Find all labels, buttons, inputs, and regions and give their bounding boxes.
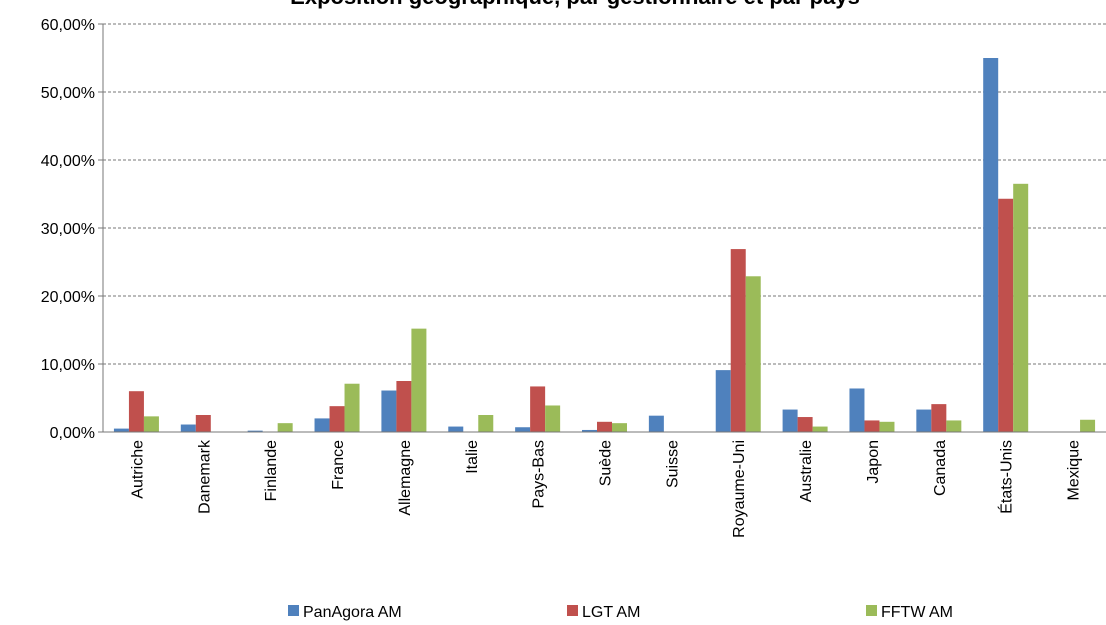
bar: [797, 417, 813, 432]
bar: [730, 249, 746, 432]
y-tick-label: 50,00%: [41, 85, 95, 102]
bar: [314, 418, 330, 432]
y-tick-label: 40,00%: [41, 153, 95, 170]
x-tick-label: Royaume-Uni: [731, 440, 748, 538]
y-tick-label: 10,00%: [41, 357, 95, 374]
legend-label: LGT AM: [582, 604, 640, 621]
x-tick-label: Suisse: [664, 440, 681, 488]
legend-label: PanAgora AM: [303, 604, 402, 621]
x-tick-label: États-Unis: [997, 440, 1016, 514]
bar: [864, 420, 880, 432]
bar: [597, 421, 612, 432]
y-tick-label: 20,00%: [41, 289, 95, 306]
bar: [812, 426, 828, 432]
bar: [931, 404, 947, 432]
bar: [448, 426, 464, 432]
bar: [381, 390, 397, 432]
x-tick-label: Autriche: [129, 440, 146, 499]
bar: [849, 388, 865, 432]
x-tick-label: Australie: [798, 440, 815, 502]
bar: [277, 423, 293, 432]
bar: [879, 421, 895, 432]
bar: [143, 416, 159, 432]
bar: [180, 424, 196, 432]
x-tick-label: Allemagne: [397, 440, 414, 516]
bar: [946, 420, 962, 432]
x-tick-label: Italie: [464, 440, 481, 474]
bar: [411, 328, 427, 432]
bar: [983, 58, 999, 432]
bar: [128, 391, 144, 432]
legend-swatch: [567, 605, 578, 616]
legend-swatch: [288, 605, 299, 616]
legend-label: FFTW AM: [881, 604, 953, 621]
x-tick-label: Finlande: [263, 440, 280, 501]
bar: [782, 409, 798, 432]
y-tick-label: 60,00%: [41, 17, 95, 34]
bar: [478, 415, 494, 432]
bar: [1013, 183, 1029, 432]
x-tick-label: Canada: [932, 440, 949, 496]
bar: [998, 198, 1014, 432]
bar: [545, 405, 561, 432]
x-tick-label: Pays-Bas: [531, 440, 548, 508]
x-tick-label: France: [330, 440, 347, 490]
bar: [344, 383, 360, 432]
bar: [113, 428, 129, 432]
bar: [1080, 419, 1096, 432]
bar: [329, 406, 345, 432]
bar: [515, 427, 531, 432]
x-tick-label: Mexique: [1066, 440, 1083, 501]
legend-swatch: [866, 605, 877, 616]
x-tick-label: Danemark: [196, 439, 213, 514]
bar: [530, 386, 546, 432]
bar: [916, 409, 932, 432]
bar: [715, 370, 731, 432]
bar: [582, 429, 597, 432]
y-tick-label: 0,00%: [50, 425, 95, 442]
bar: [745, 276, 761, 432]
x-tick-label: Suède: [598, 440, 615, 486]
x-tick-label: Japon: [865, 440, 882, 484]
bar: [648, 415, 664, 432]
chart-title: Exposition géographique, par gestionnair…: [290, 0, 860, 9]
bar: [247, 430, 263, 432]
bar: [612, 423, 627, 432]
bar: [195, 415, 211, 432]
y-tick-label: 30,00%: [41, 221, 95, 238]
bar: [396, 381, 412, 432]
